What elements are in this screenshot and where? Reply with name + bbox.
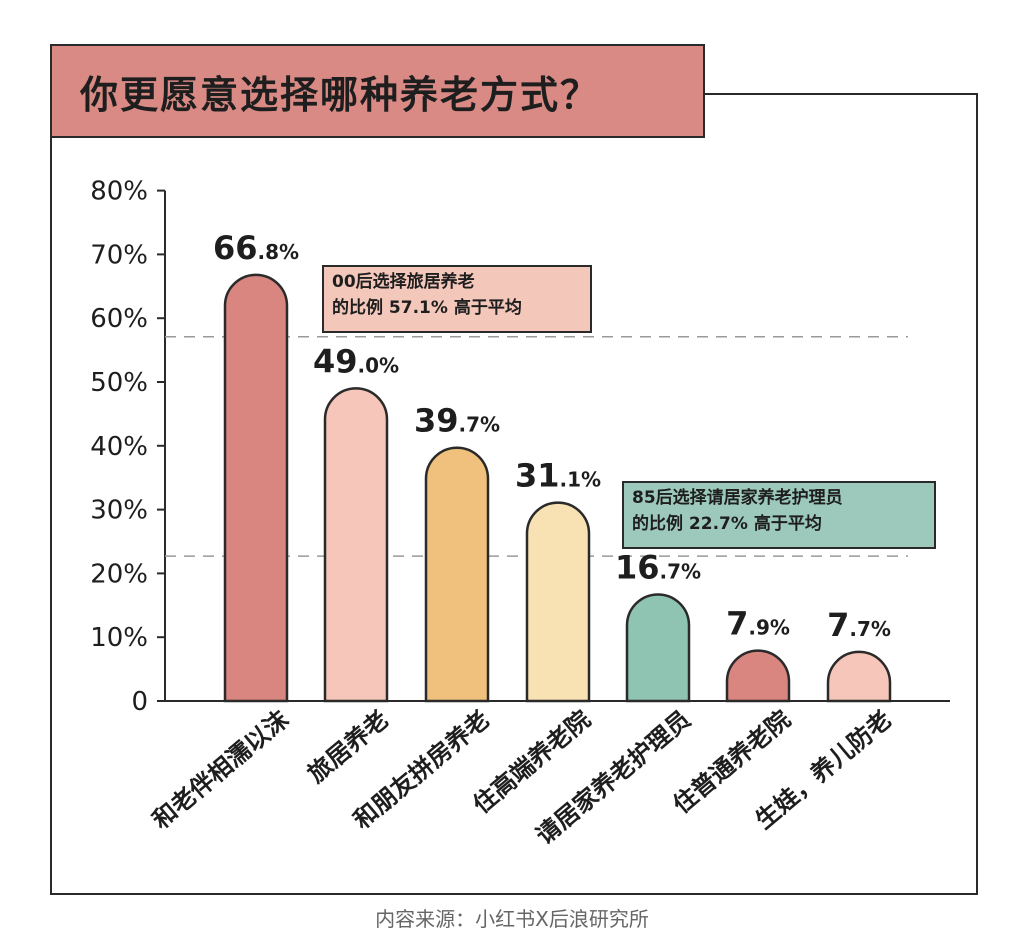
category-label: 和老伴相濡以沫 (147, 705, 294, 835)
data-label: 66.8% (213, 229, 299, 267)
callout-00s-travel: 00后选择旅居养老 的比例 57.1% 高于平均 (322, 265, 592, 333)
bar (424, 446, 490, 703)
data-label: 7.7% (827, 606, 891, 644)
bar (826, 650, 892, 703)
bar (223, 273, 289, 703)
bar (323, 387, 389, 703)
callout-line: 的比例 22.7% 高于平均 (632, 514, 822, 534)
callout-line: 00后选择旅居养老 (332, 272, 475, 292)
data-label: 31.1% (515, 457, 601, 495)
bar (625, 593, 691, 703)
y-tick-label: 40% (90, 432, 148, 462)
data-label: 39.7% (414, 402, 500, 440)
title-banner: 你更愿意选择哪种养老方式？ (50, 44, 705, 138)
y-tick-label: 70% (90, 240, 148, 270)
bar (725, 649, 791, 703)
y-tick-label: 30% (90, 496, 148, 526)
y-tick-label: 80% (90, 177, 148, 207)
callout-line: 的比例 57.1% 高于平均 (332, 298, 522, 318)
y-tick-label: 60% (90, 304, 148, 334)
data-label: 49.0% (313, 342, 399, 380)
category-label: 旅居养老 (302, 705, 394, 788)
y-tick-label: 50% (90, 368, 148, 398)
chart-title: 你更愿意选择哪种养老方式？ (80, 72, 601, 117)
callout-line: 85后选择请居家养老护理员 (632, 488, 843, 508)
y-tick-label: 10% (90, 623, 148, 653)
y-tick-label: 0 (131, 687, 148, 717)
data-label: 7.9% (726, 605, 790, 643)
data-label: 16.7% (615, 548, 701, 586)
source-note: 内容来源：小红书X后浪研究所 (375, 907, 649, 931)
callout-85s-caregiver: 85后选择请居家养老护理员 的比例 22.7% 高于平均 (622, 481, 936, 549)
y-tick-label: 20% (90, 559, 148, 589)
bar (525, 501, 591, 703)
